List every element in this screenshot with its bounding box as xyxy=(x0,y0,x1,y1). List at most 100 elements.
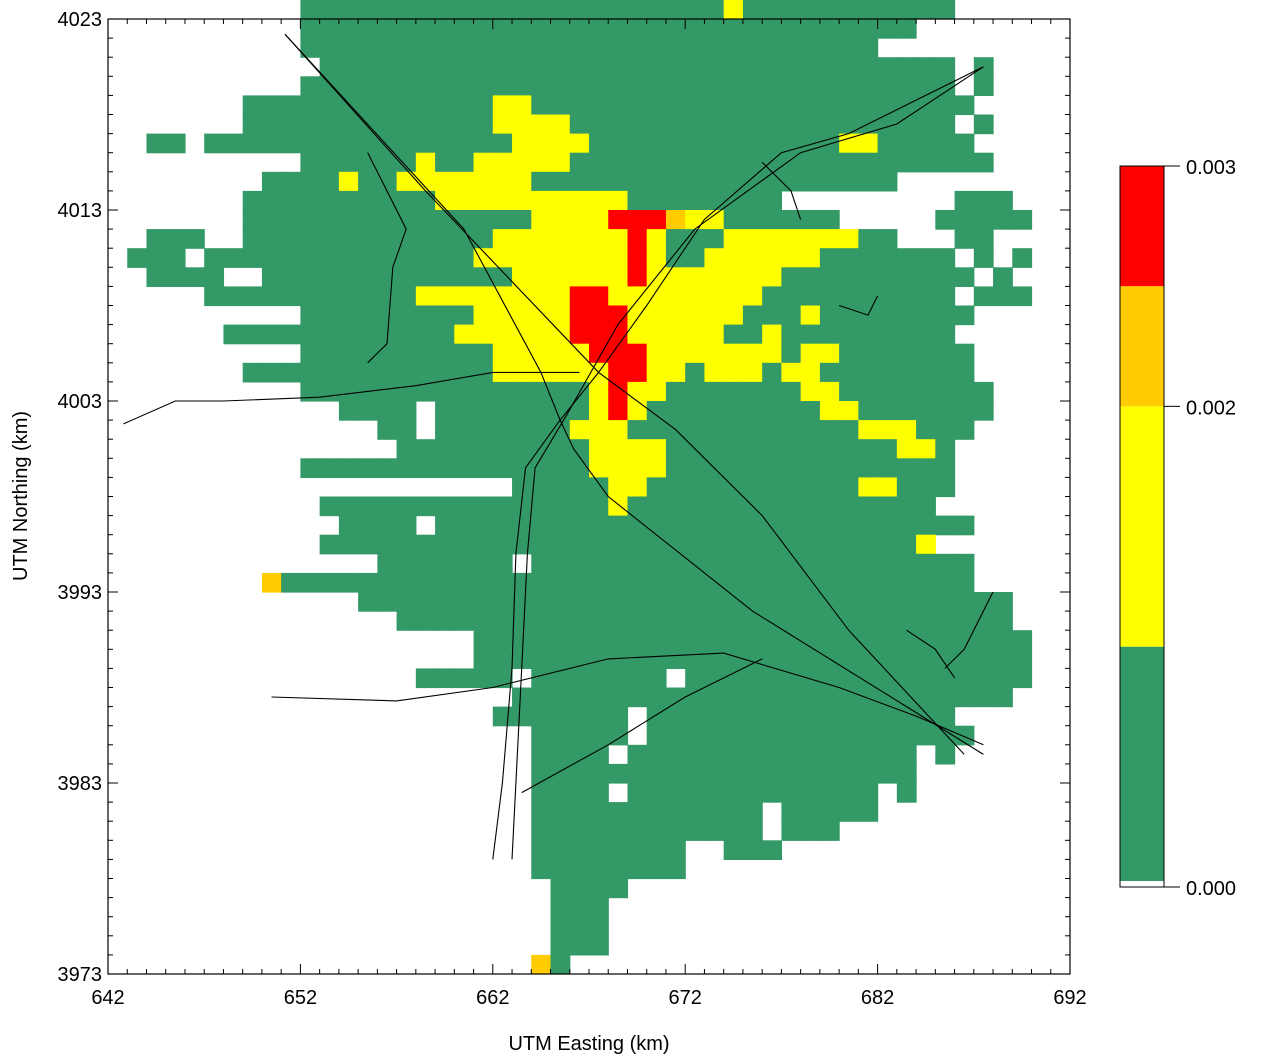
grid-cell xyxy=(993,687,1013,708)
grid-cell xyxy=(415,210,436,230)
grid-cell xyxy=(627,477,648,498)
road-network xyxy=(123,33,994,860)
grid-cell xyxy=(819,19,840,39)
grid-cell xyxy=(685,821,706,841)
grid-cell xyxy=(704,553,725,574)
grid-cell xyxy=(627,401,648,421)
grid-cell xyxy=(819,439,840,459)
grid-cell xyxy=(665,133,686,154)
grid-cell xyxy=(819,783,840,803)
grid-cell xyxy=(742,611,763,631)
grid-cell xyxy=(781,420,802,440)
grid-cell xyxy=(877,458,898,478)
grid-cell xyxy=(569,324,590,345)
grid-cell xyxy=(492,324,513,345)
grid-cell xyxy=(781,687,802,708)
grid-cell xyxy=(723,267,744,287)
grid-cell xyxy=(742,706,763,727)
grid-cell xyxy=(781,401,802,421)
grid-cell xyxy=(569,133,590,154)
grid-cell xyxy=(723,324,744,345)
grid-cell xyxy=(454,76,475,96)
grid-cell xyxy=(896,706,917,727)
grid-cell xyxy=(550,916,571,937)
grid-cell xyxy=(550,458,571,478)
grid-cell xyxy=(319,152,340,173)
grid-cell xyxy=(338,572,359,593)
grid-cell xyxy=(935,381,956,402)
grid-cell xyxy=(723,76,744,96)
grid-cell xyxy=(550,783,571,803)
grid-cell xyxy=(550,611,571,631)
grid-cell xyxy=(415,190,436,211)
grid-cell xyxy=(1012,668,1033,689)
grid-cell xyxy=(665,744,686,765)
grid-cell xyxy=(608,57,629,77)
grid-cell xyxy=(993,611,1013,631)
grid-cell xyxy=(742,210,763,230)
grid-cell xyxy=(377,534,398,555)
grid-cell xyxy=(935,744,956,765)
grid-cell xyxy=(954,152,975,173)
grid-cell xyxy=(781,496,802,517)
grid-cell xyxy=(839,477,859,498)
grid-cell xyxy=(781,381,802,402)
grid-cell xyxy=(396,611,417,631)
grid-cell xyxy=(781,706,802,727)
grid-cell xyxy=(800,171,821,192)
grid-cell xyxy=(454,611,475,631)
grid-cell xyxy=(377,76,398,96)
grid-cell xyxy=(665,76,686,96)
grid-cell xyxy=(531,229,552,249)
grid-cell xyxy=(723,515,744,536)
grid-cell xyxy=(839,458,859,478)
grid-cell xyxy=(531,630,552,650)
grid-cell xyxy=(646,496,667,517)
grid-cell xyxy=(531,763,552,784)
grid-cell xyxy=(473,229,494,249)
grid-cell xyxy=(781,210,802,230)
grid-cell xyxy=(781,630,802,650)
grid-cell xyxy=(396,229,417,249)
grid-cell xyxy=(569,38,590,58)
grid-cell xyxy=(839,725,859,746)
grid-cell xyxy=(723,706,744,727)
grid-cell xyxy=(819,324,840,345)
grid-cell xyxy=(261,190,282,211)
grid-cell xyxy=(319,362,340,383)
grid-cell xyxy=(819,381,840,402)
grid-cell xyxy=(608,668,629,689)
grid-cell xyxy=(877,763,898,784)
grid-cell xyxy=(473,515,494,536)
grid-cell xyxy=(742,190,763,211)
grid-cell xyxy=(800,687,821,708)
grid-cell xyxy=(627,152,648,173)
grid-cell xyxy=(512,114,532,135)
grid-cell xyxy=(781,267,802,287)
grid-cell xyxy=(319,324,340,345)
axis-ticks xyxy=(107,18,1071,975)
grid-cell xyxy=(704,114,725,135)
grid-cell xyxy=(916,458,936,478)
grid-cell xyxy=(1012,649,1033,669)
grid-cell xyxy=(608,38,629,58)
grid-cell xyxy=(589,611,609,631)
grid-cell xyxy=(800,324,821,345)
grid-cell xyxy=(916,649,936,669)
grid-cell xyxy=(300,229,321,249)
grid-cell xyxy=(454,420,475,440)
grid-cell xyxy=(531,343,552,364)
grid-cell xyxy=(473,210,494,230)
grid-cell xyxy=(839,38,859,58)
grid-cell xyxy=(589,630,609,650)
grid-cell xyxy=(569,95,590,116)
grid-cell xyxy=(935,286,956,307)
grid-cell xyxy=(608,477,629,498)
grid-cell xyxy=(608,171,629,192)
grid-cell xyxy=(646,343,667,364)
x-tick-label: 652 xyxy=(284,987,317,1009)
grid-cell xyxy=(396,534,417,555)
grid-cell xyxy=(819,763,840,784)
grid-cell xyxy=(935,57,956,77)
